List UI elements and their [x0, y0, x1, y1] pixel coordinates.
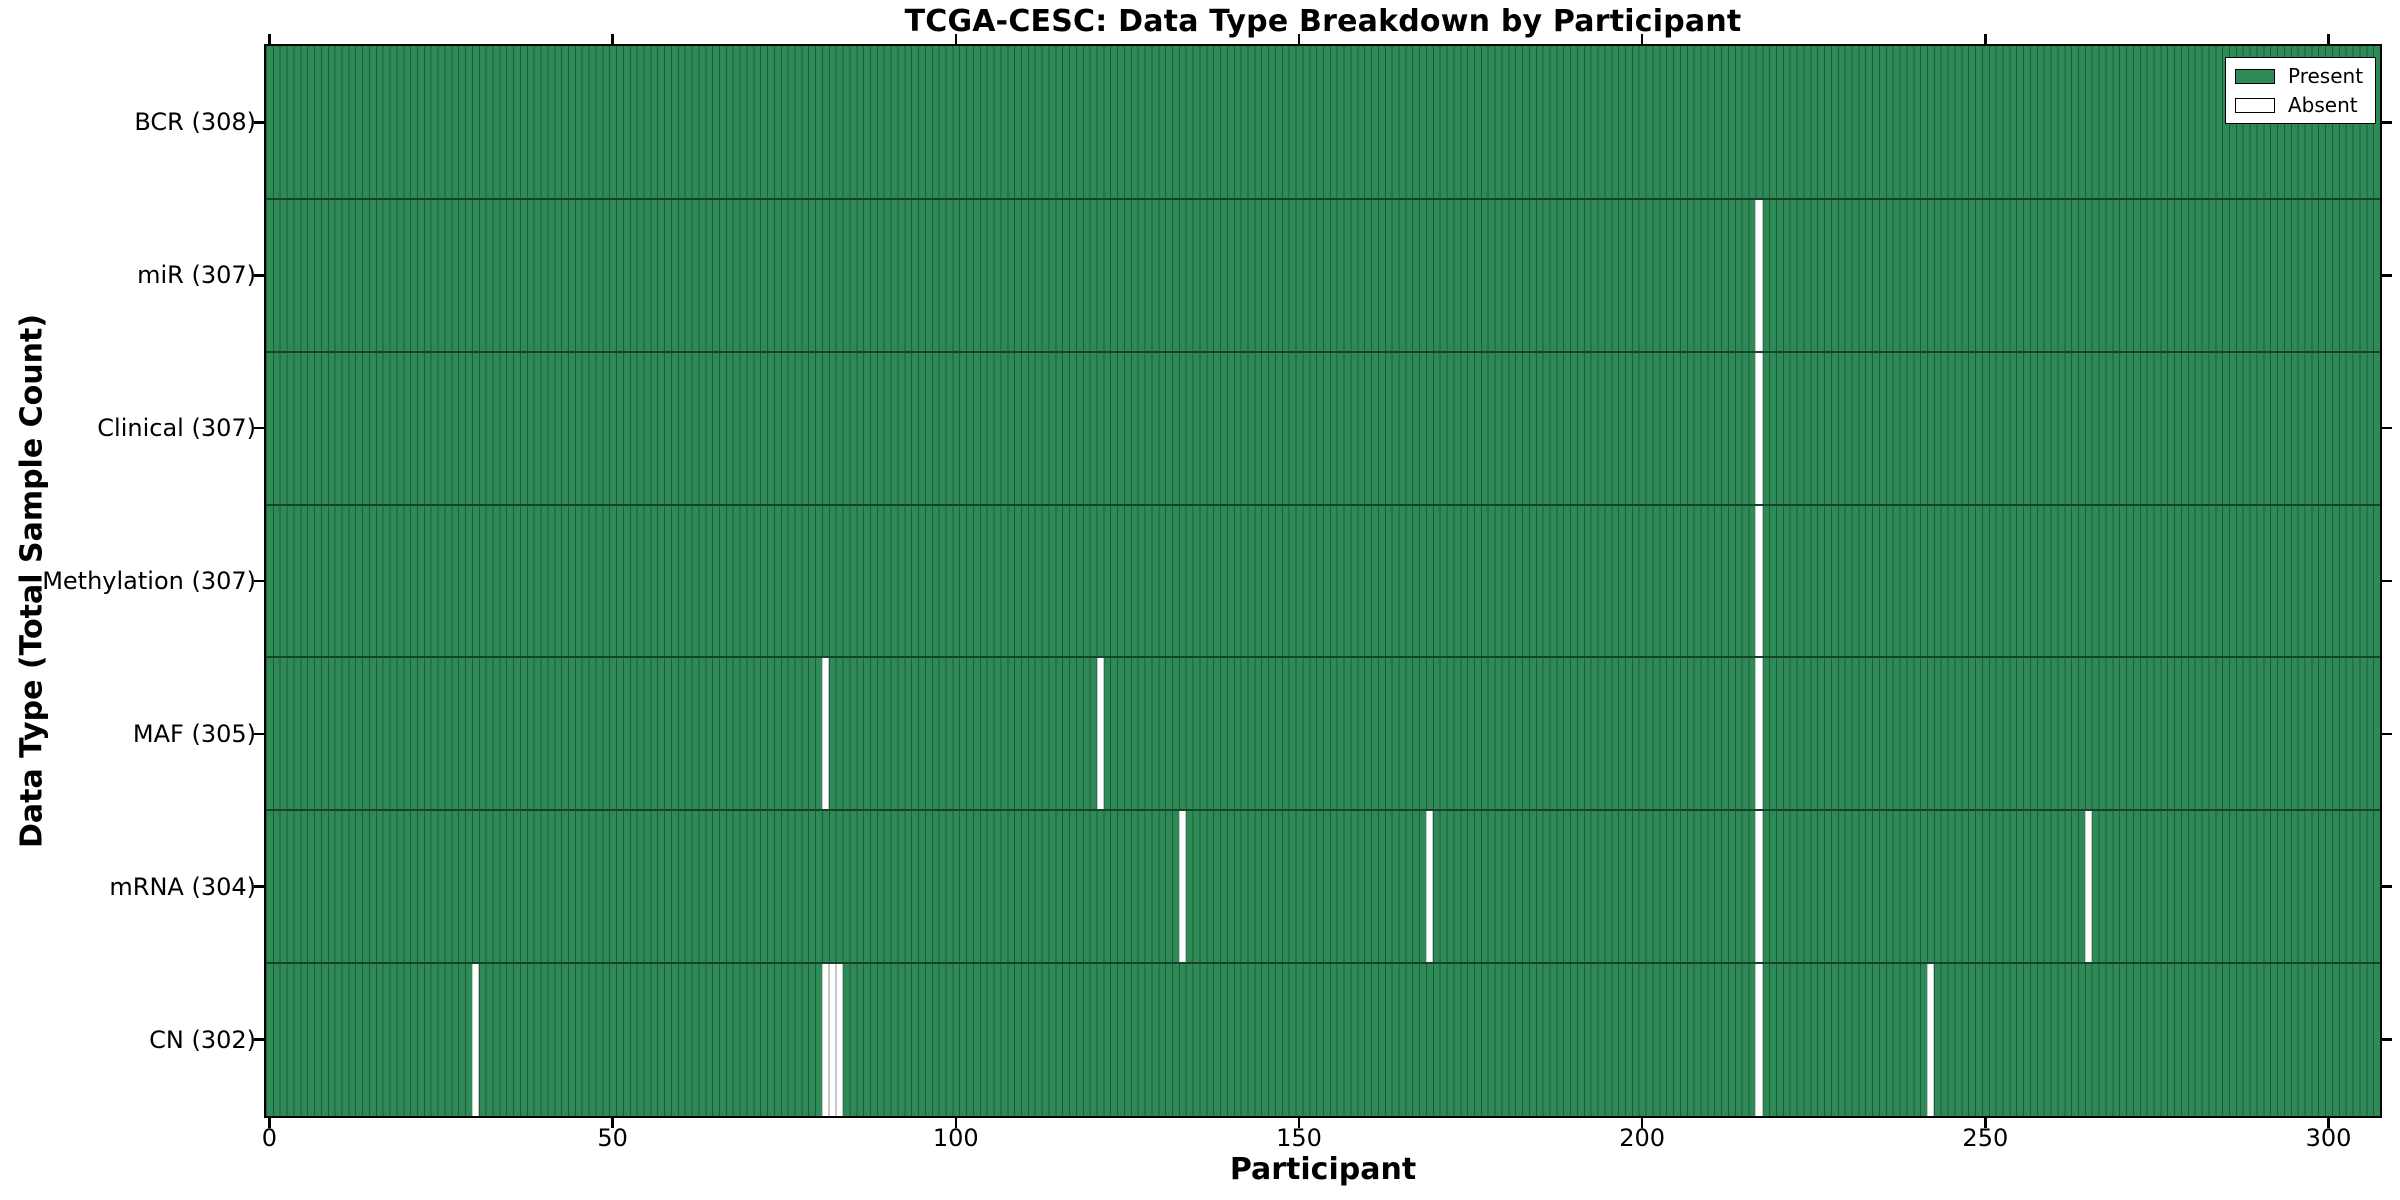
- x-tick-bottom: [2327, 1118, 2330, 1128]
- y-tick-label-mRNA: mRNA (304): [109, 872, 256, 901]
- row-separator: [266, 350, 2380, 353]
- y-tick-left: [254, 426, 264, 430]
- x-tick-bottom: [611, 1118, 614, 1128]
- absent-bar-mRNA-169: [1425, 810, 1434, 964]
- absent-bar-mRNA-133: [1178, 810, 1187, 964]
- absent-bar-MAF-121: [1096, 657, 1104, 811]
- y-tick-label-miR: miR (307): [137, 261, 256, 290]
- x-axis-label: Participant: [1229, 1152, 1417, 1187]
- absent-bar-Methylation-217: [1755, 504, 1763, 658]
- x-tick-top: [268, 34, 271, 44]
- absent-bar-CN-81: [821, 963, 830, 1116]
- y-tick-left: [254, 274, 264, 277]
- y-tick-right: [2382, 579, 2392, 583]
- x-tick-label-150: 150: [1276, 1124, 1322, 1152]
- row-separator: [266, 503, 2380, 506]
- absent-bar-mRNA-217: [1755, 810, 1763, 964]
- y-tick-label-MAF: MAF (305): [132, 719, 256, 748]
- row-separator: [266, 656, 2380, 659]
- row-MAF: [266, 657, 2380, 811]
- absent-bar-CN-242: [1927, 963, 1935, 1116]
- y-tick-label-CN: CN (302): [149, 1025, 256, 1054]
- x-tick-label-100: 100: [932, 1124, 979, 1152]
- x-tick-bottom: [954, 1118, 958, 1128]
- y-tick-right: [2382, 885, 2392, 888]
- x-tick-label-50: 50: [597, 1124, 628, 1152]
- row-Clinical: [266, 351, 2380, 505]
- x-tick-top: [1640, 34, 1644, 44]
- x-tick-top: [611, 34, 614, 44]
- chart-title: TCGA-CESC: Data Type Breakdown by Partic…: [904, 4, 1742, 39]
- absent-bar-CN-217: [1755, 963, 1763, 1116]
- legend-entry-absent: Absent: [2235, 94, 2366, 116]
- y-tick-right: [2382, 732, 2392, 736]
- absent-bar-MAF-81: [821, 657, 830, 811]
- x-tick-labels: 0 50 100 150 200 250 300: [262, 1124, 2380, 1158]
- y-tick-label-Clinical: Clinical (307): [97, 414, 256, 443]
- x-tick-top: [1984, 34, 1987, 44]
- row-Methylation: [266, 504, 2380, 658]
- y-axis-label: Data Type (Total Sample Count): [14, 313, 50, 849]
- absent-bar-CN-82: [828, 963, 837, 1116]
- y-tick-right: [2382, 121, 2392, 124]
- x-tick-label-250: 250: [1962, 1124, 2009, 1152]
- row-separator: [266, 809, 2380, 812]
- row-miR: [266, 198, 2380, 352]
- absent-bar-miR-217: [1755, 198, 1763, 352]
- y-tick-label-BCR: BCR (308): [134, 108, 256, 137]
- y-tick-right: [2382, 426, 2392, 430]
- y-tick-right: [2382, 274, 2392, 277]
- y-tick-left: [254, 1038, 264, 1041]
- legend-label-absent: Absent: [2288, 93, 2358, 117]
- x-tick-top: [2327, 34, 2330, 44]
- x-tick-bottom: [268, 1118, 271, 1128]
- x-tick-bottom: [1297, 1118, 1301, 1128]
- x-tick-label-200: 200: [1619, 1124, 1666, 1152]
- legend-swatch-absent-icon: [2235, 97, 2275, 113]
- y-tick-right: [2382, 1038, 2392, 1041]
- absent-bar-mRNA-265: [2084, 810, 2093, 964]
- absent-bar-MAF-217: [1755, 657, 1763, 811]
- row-BCR: [266, 46, 2380, 199]
- x-tick-label-300: 300: [2305, 1124, 2352, 1152]
- x-tick-top: [954, 34, 958, 44]
- y-tick-left: [254, 579, 264, 583]
- row-CN: [266, 963, 2380, 1116]
- y-tick-labels: BCR (308) miR (307) Clinical (307) Methylat…: [0, 46, 256, 1116]
- row-mRNA: [266, 810, 2380, 964]
- absent-bar-CN-30: [471, 963, 480, 1116]
- y-tick-left: [254, 732, 264, 736]
- y-tick-label-Methylation: Methylation (307): [42, 567, 256, 595]
- row-separator: [266, 197, 2380, 200]
- plot-area: Present Absent: [254, 34, 2392, 1128]
- x-tick-top: [1297, 34, 1301, 44]
- y-tick-left: [254, 885, 264, 888]
- y-tick-left: [254, 121, 264, 124]
- x-tick-bottom: [1640, 1118, 1644, 1128]
- legend: Present Absent: [2225, 57, 2376, 124]
- x-tick-bottom: [1984, 1118, 1987, 1128]
- legend-entry-present: Present: [2235, 65, 2366, 87]
- absent-bar-Clinical-217: [1755, 351, 1763, 505]
- absent-bar-CN-83: [835, 963, 844, 1116]
- legend-label-present: Present: [2288, 64, 2364, 88]
- row-separator: [266, 962, 2380, 965]
- x-tick-label-0: 0: [261, 1124, 278, 1152]
- legend-swatch-present-icon: [2235, 68, 2275, 84]
